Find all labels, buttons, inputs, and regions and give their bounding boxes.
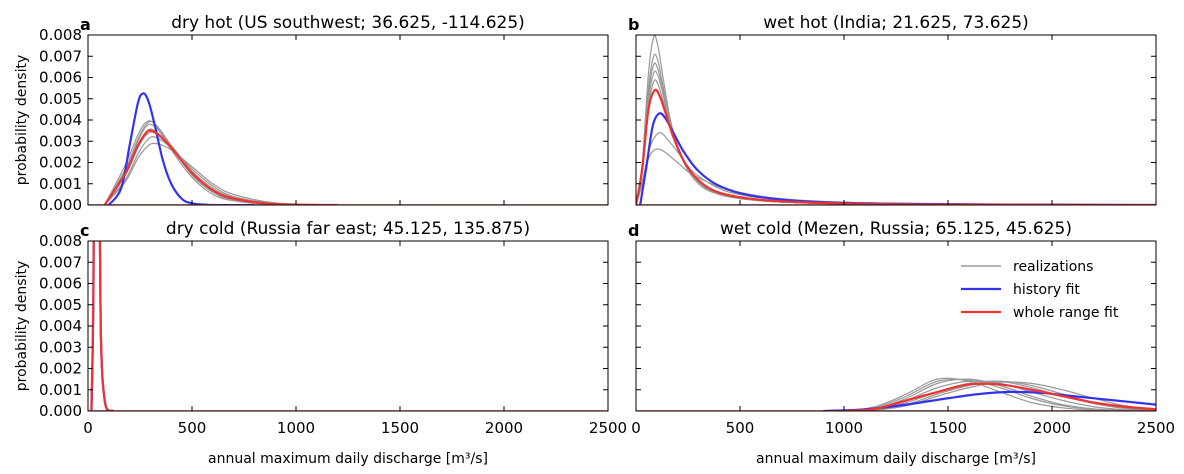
realization-line [636, 132, 1156, 205]
y-tick-label: 0.005 [39, 90, 82, 108]
x-axis-label: annual maximum daily discharge [m³/s] [208, 451, 488, 467]
x-tick-label: 1500 [929, 419, 967, 437]
y-tick-label: 0.007 [39, 253, 82, 271]
series-group [88, 241, 608, 411]
y-tick-label: 0.003 [39, 132, 82, 150]
realization-line [843, 381, 1156, 411]
x-tick-label: 2500 [1137, 419, 1175, 437]
y-tick-label: 0.000 [39, 196, 82, 214]
y-tick-label: 0.008 [39, 232, 82, 250]
legend-label: realizations [1013, 259, 1093, 275]
panel-letter: c [80, 221, 89, 240]
x-tick-label: 1000 [277, 419, 315, 437]
axes-frame [87, 34, 609, 206]
series-group [636, 35, 1156, 205]
realization-line [636, 148, 1156, 205]
y-tick-label: 0.002 [39, 360, 82, 378]
panel-d: 0 500 1000 1500 2000 2500 d wet cold (Mezen, Ru… [628, 219, 1175, 467]
axes-frame [635, 34, 1157, 206]
realization-line [636, 35, 1156, 205]
y-tick-label: 0.005 [39, 296, 82, 314]
panel-title: wet cold (Mezen, Russia; 65.125, 45.625) [720, 219, 1072, 239]
x-tick-label: 2000 [1033, 419, 1071, 437]
y-tick-label: 0.006 [39, 69, 82, 87]
series-group [88, 92, 608, 205]
x-tick-label: 1500 [381, 419, 419, 437]
y-axis-label: probability density [14, 261, 30, 391]
y-tick-label: 0.001 [39, 381, 82, 399]
x-tick-label: 2000 [485, 419, 523, 437]
series-group [636, 377, 1156, 411]
y-tick-label: 0.004 [39, 111, 82, 129]
panel-a: 0.000 0.001 0.002 0.003 0.004 0.005 0.006 0.007… [14, 13, 609, 214]
x-tick-label: 1000 [825, 419, 863, 437]
whole-range-fit-line [636, 88, 1156, 205]
axes-frame [87, 240, 609, 412]
legend-label: whole range fit [1013, 305, 1119, 321]
x-tick-label: 0 [83, 419, 93, 437]
y-tick-label: 0.001 [39, 175, 82, 193]
y-tick-label: 0.003 [39, 338, 82, 356]
history-fit-line [107, 92, 255, 205]
y-axis-label: probability density [14, 55, 30, 185]
x-tick-label: 500 [178, 419, 207, 437]
panel-title: wet hot (India; 21.625, 73.625) [763, 13, 1029, 33]
x-tick-label: 0 [631, 419, 641, 437]
y-tick-label: 0.004 [39, 317, 82, 335]
panel-b: b wet hot (India; 21.625, 73.625) [628, 13, 1157, 206]
panel-title: dry hot (US southwest; 36.625, -114.625) [171, 13, 525, 33]
x-axis-label: annual maximum daily discharge [m³/s] [756, 451, 1036, 467]
panel-title: dry cold (Russia far east; 45.125, 135.8… [166, 219, 530, 239]
panel-letter: b [628, 15, 639, 34]
whole-range-fit-line [843, 382, 1156, 411]
y-tick-label: 0.007 [39, 47, 82, 65]
panel-letter: a [80, 15, 91, 34]
y-tick-label: 0.008 [39, 26, 82, 44]
y-tick-label: 0.000 [39, 402, 82, 420]
panel-c: 0 500 1000 1500 2000 2500 0.000 0.001 0.002 0.003… [14, 219, 627, 467]
y-tick-label: 0.002 [39, 154, 82, 172]
y-tick-label: 0.006 [39, 275, 82, 293]
panel-letter: d [628, 221, 639, 240]
x-tick-label: 2500 [589, 419, 627, 437]
x-tick-label: 500 [726, 419, 755, 437]
legend-label: history fit [1013, 282, 1080, 298]
legend: realizations history fit whole range fit [961, 259, 1119, 321]
whole-range-fit-line [90, 241, 114, 411]
realization-line [104, 120, 338, 205]
whole-range-fit-line [103, 129, 338, 205]
